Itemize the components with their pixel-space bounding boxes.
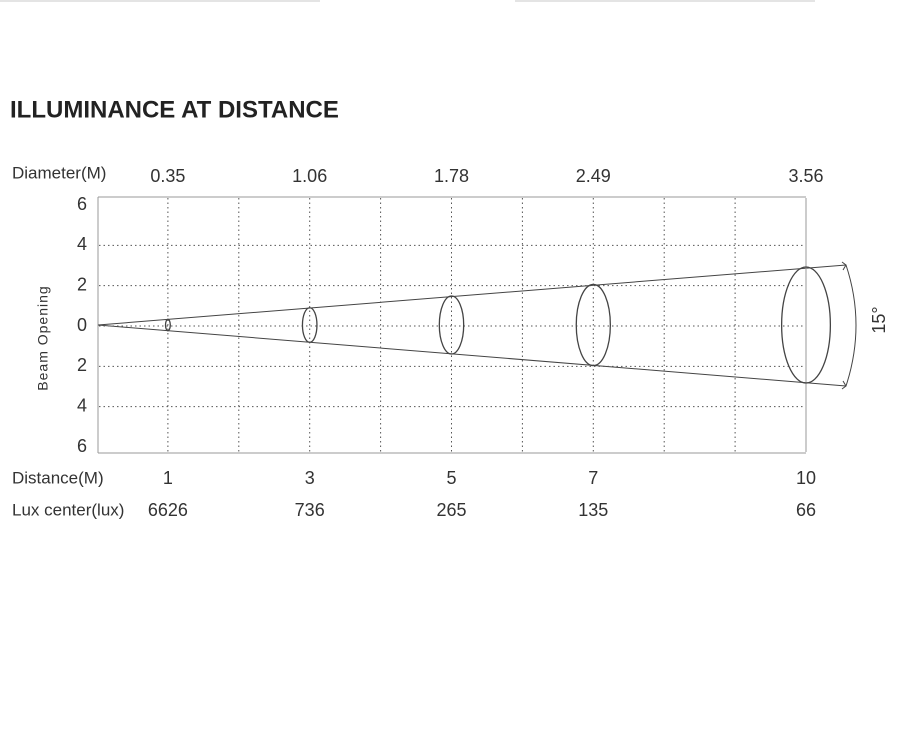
distance-label: Distance(M) (12, 468, 104, 487)
lux-value: 6626 (148, 500, 188, 520)
y-tick-label: 0 (77, 315, 87, 335)
beam-spot (164, 318, 171, 332)
beam-edge (97, 264, 847, 326)
y-tick-label: 4 (77, 234, 87, 254)
diameter-value: 2.49 (576, 166, 611, 186)
beam-spot (780, 266, 832, 384)
y-tick-label: 6 (77, 436, 87, 456)
diameter-value: 1.78 (434, 166, 469, 186)
distance-value: 7 (588, 468, 598, 488)
distance-value: 10 (796, 468, 816, 488)
distance-value: 5 (446, 468, 456, 488)
diameter-value: 1.06 (292, 166, 327, 186)
beam-angle: 15° (869, 306, 889, 333)
arc-arrows (841, 261, 847, 390)
y-tick-label: 2 (77, 355, 87, 375)
angle-arc (845, 264, 857, 387)
lux-value: 66 (796, 500, 816, 520)
lux-value: 265 (436, 500, 466, 520)
beam-spot (301, 307, 318, 343)
lux-value: 135 (578, 500, 608, 520)
diagram: 6 4 2 0 2 4 6 0.35 1 6626 1.06 3 736 1.78 5 265 2.49 7 135… (77, 166, 832, 520)
diameter-value: 3.56 (788, 166, 823, 186)
beam-spot (575, 283, 611, 367)
distance-value: 1 (163, 468, 173, 488)
section-title: ILLUMINANCE AT DISTANCE (10, 96, 339, 123)
lux-value: 736 (295, 500, 325, 520)
beam-spot (438, 295, 465, 355)
beam-opening-label: Beam Opening (35, 285, 51, 390)
distance-value: 3 (305, 468, 315, 488)
diameter-label: Diameter(M) (12, 163, 106, 182)
lux-label: Lux center(lux) (12, 500, 124, 519)
y-tick-label: 4 (77, 395, 87, 415)
beam-edge (97, 324, 847, 387)
y-tick-label: 6 (77, 194, 87, 214)
diameter-value: 0.35 (150, 166, 185, 186)
y-tick-label: 2 (77, 274, 87, 294)
